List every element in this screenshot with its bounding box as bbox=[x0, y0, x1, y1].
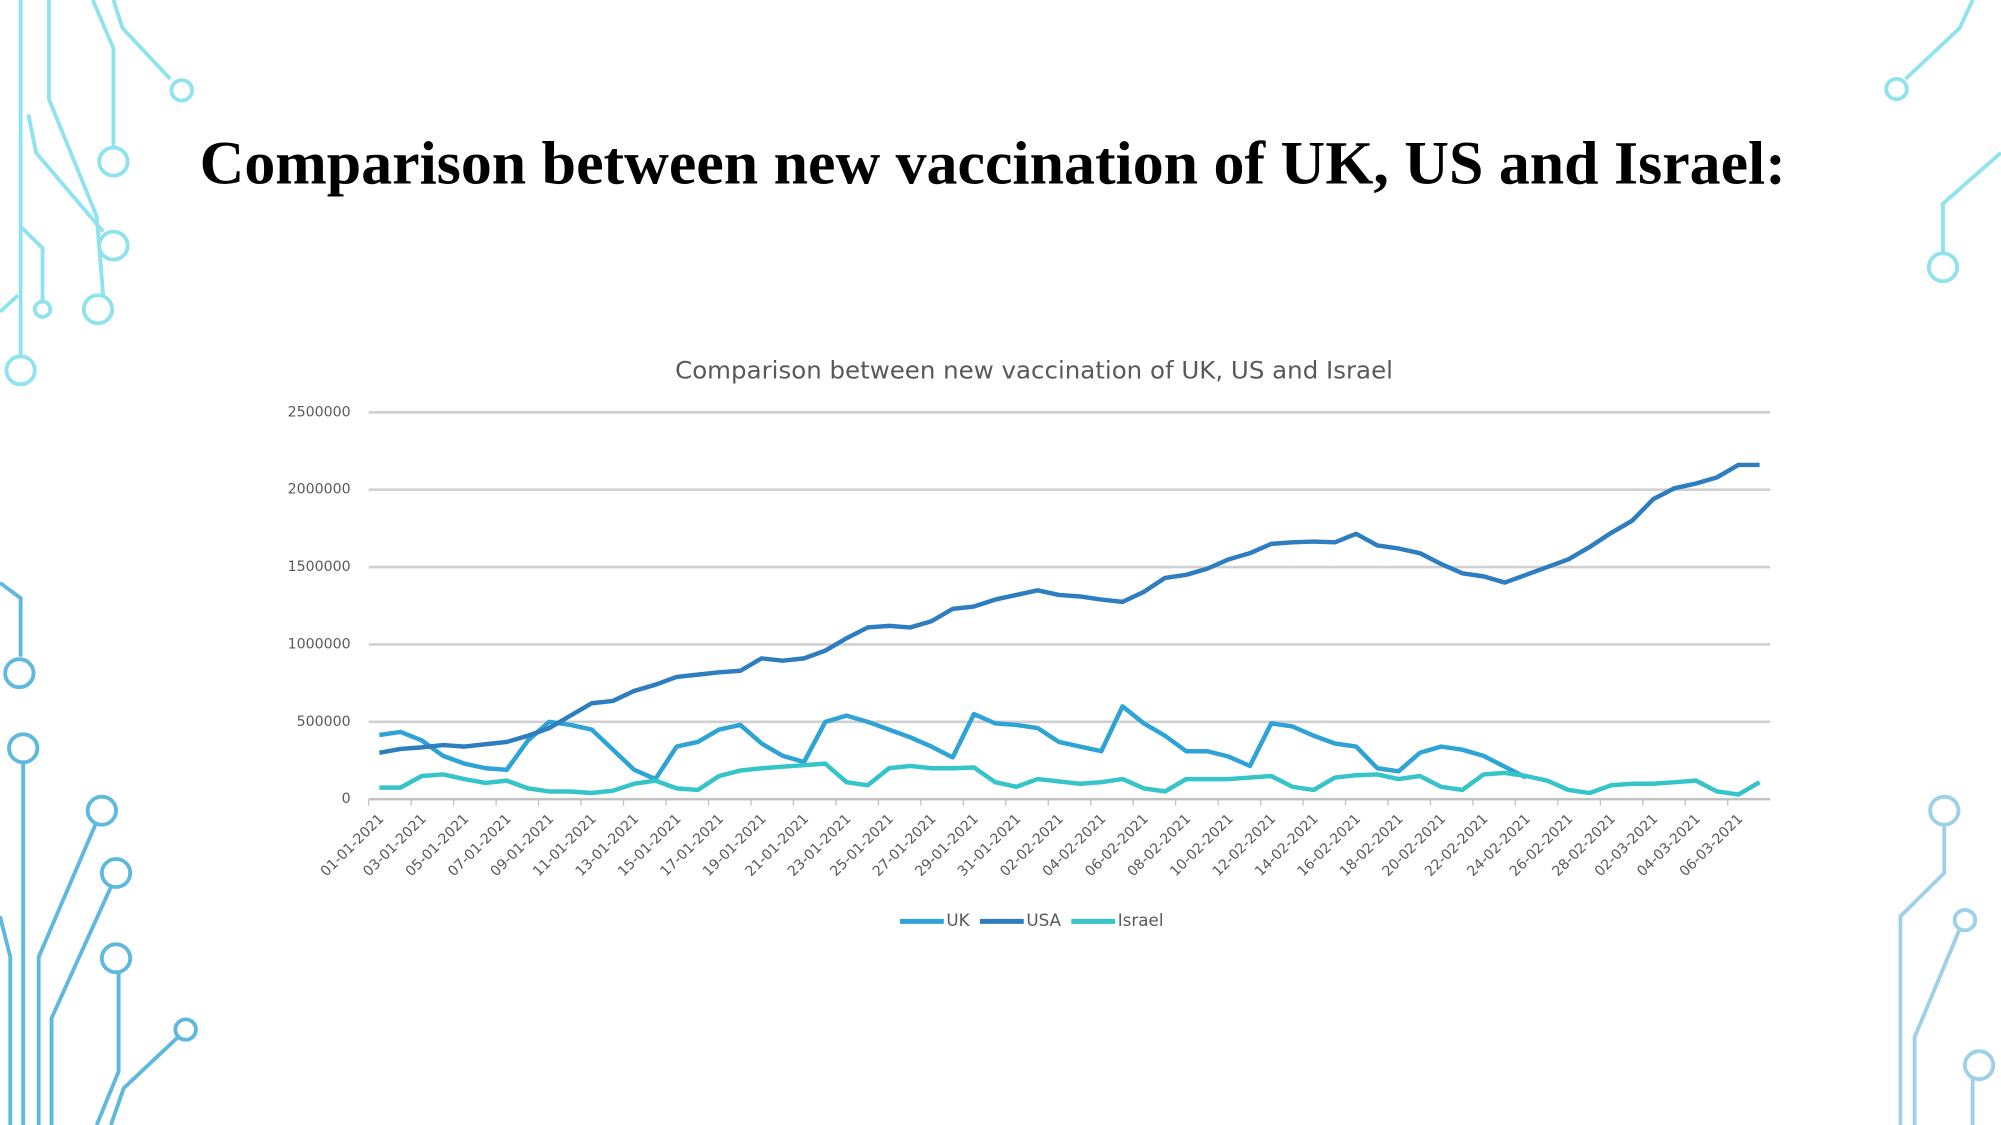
y-tick-label: 1000000 bbox=[288, 637, 351, 653]
y-tick-label: 1500000 bbox=[288, 559, 351, 575]
plot: 0500000100000015000002000000250000001-01… bbox=[288, 404, 1771, 930]
series-line bbox=[379, 761, 1761, 797]
series-line bbox=[378, 462, 1760, 755]
legend-label: UK bbox=[946, 911, 970, 930]
y-tick-label: 500000 bbox=[297, 714, 351, 730]
legend-label: Israel bbox=[1118, 911, 1164, 930]
y-tick-label: 2000000 bbox=[288, 482, 351, 498]
y-tick-label: 0 bbox=[342, 791, 351, 807]
series-line bbox=[379, 704, 1528, 782]
chart-title: Comparison between new vaccination of UK… bbox=[675, 356, 1393, 385]
slide-title: Comparison between new vaccination of UK… bbox=[200, 130, 1786, 198]
legend-label: USA bbox=[1026, 911, 1061, 930]
y-tick-label: 2500000 bbox=[288, 404, 351, 420]
